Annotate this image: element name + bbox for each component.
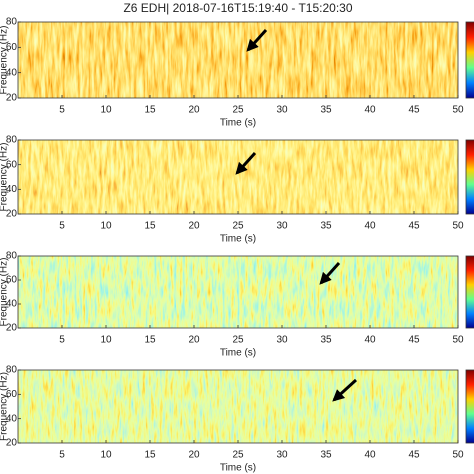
x-tick-label: 5 <box>59 450 65 461</box>
x-tick-label: 10 <box>100 335 112 346</box>
x-tick-label: 20 <box>188 221 200 232</box>
y-tick-label: 40 <box>6 67 18 78</box>
chart-title: Z6 EDH| 2018-07-16T15:19:40 - T15:20:30 <box>123 1 352 15</box>
x-tick-label: 40 <box>364 335 376 346</box>
x-tick-label: 10 <box>100 221 112 232</box>
x-tick-label: 50 <box>452 450 464 461</box>
x-tick-label: 30 <box>276 105 288 116</box>
x-tick-label: 35 <box>320 221 332 232</box>
x-tick-label: 35 <box>320 335 332 346</box>
spectrogram-image <box>18 140 458 214</box>
y-axis-label: Frequency (Hz) <box>0 26 10 95</box>
spectrogram-image <box>18 256 458 328</box>
x-tick-label: 40 <box>364 105 376 116</box>
y-tick-label: 60 <box>6 159 18 170</box>
x-tick-label: 45 <box>408 221 420 232</box>
x-tick-label: 20 <box>188 450 200 461</box>
x-tick-label: 20 <box>188 335 200 346</box>
x-tick-label: 10 <box>100 450 112 461</box>
x-tick-label: 50 <box>452 105 464 116</box>
colorbar <box>465 255 474 329</box>
x-axis-label: Time (s) <box>220 234 256 245</box>
y-axis-label: Frequency (Hz) <box>0 258 10 327</box>
y-tick-label: 20 <box>6 323 18 334</box>
x-tick-label: 45 <box>408 450 420 461</box>
x-tick-label: 25 <box>232 450 244 461</box>
x-tick-label: 15 <box>144 221 156 232</box>
x-tick-label: 15 <box>144 335 156 346</box>
y-tick-label: 40 <box>6 184 18 195</box>
x-axis-label: Time (s) <box>220 463 256 474</box>
x-tick-label: 25 <box>232 335 244 346</box>
x-tick-label: 30 <box>276 335 288 346</box>
x-tick-label: 45 <box>408 105 420 116</box>
colorbar <box>465 21 474 99</box>
x-tick-label: 25 <box>232 221 244 232</box>
arrow <box>246 28 268 52</box>
x-tick-label: 30 <box>276 450 288 461</box>
x-axis-label: Time (s) <box>220 118 256 129</box>
arrow <box>235 151 257 175</box>
x-tick-label: 10 <box>100 105 112 116</box>
colorbar <box>465 369 474 444</box>
x-tick-label: 15 <box>144 105 156 116</box>
y-tick-label: 60 <box>6 389 18 400</box>
x-tick-label: 5 <box>59 221 65 232</box>
y-axis-label: Frequency (Hz) <box>0 143 10 212</box>
x-tick-label: 5 <box>59 335 65 346</box>
x-tick-label: 15 <box>144 450 156 461</box>
x-tick-label: 25 <box>232 105 244 116</box>
x-tick-label: 20 <box>188 105 200 116</box>
arrow <box>332 378 358 402</box>
x-tick-label: 35 <box>320 450 332 461</box>
x-tick-label: 35 <box>320 105 332 116</box>
y-tick-label: 20 <box>6 93 18 104</box>
y-tick-label: 80 <box>6 135 18 146</box>
y-tick-label: 60 <box>6 42 18 53</box>
x-tick-label: 45 <box>408 335 420 346</box>
y-tick-label: 80 <box>6 17 18 28</box>
x-tick-label: 40 <box>364 450 376 461</box>
y-tick-label: 80 <box>6 251 18 262</box>
spectrogram-image <box>18 22 458 98</box>
arrow <box>319 261 341 285</box>
x-tick-label: 40 <box>364 221 376 232</box>
x-tick-label: 30 <box>276 221 288 232</box>
y-tick-label: 40 <box>6 413 18 424</box>
y-tick-label: 20 <box>6 438 18 449</box>
colorbar <box>465 139 474 215</box>
y-tick-label: 80 <box>6 365 18 376</box>
x-tick-label: 50 <box>452 335 464 346</box>
y-tick-label: 20 <box>6 209 18 220</box>
y-tick-label: 60 <box>6 275 18 286</box>
x-axis-label: Time (s) <box>220 348 256 359</box>
y-axis-label: Frequency (Hz) <box>0 372 10 441</box>
x-tick-label: 5 <box>59 105 65 116</box>
y-tick-label: 40 <box>6 299 18 310</box>
spectrogram-image <box>18 370 458 443</box>
x-tick-label: 50 <box>452 221 464 232</box>
